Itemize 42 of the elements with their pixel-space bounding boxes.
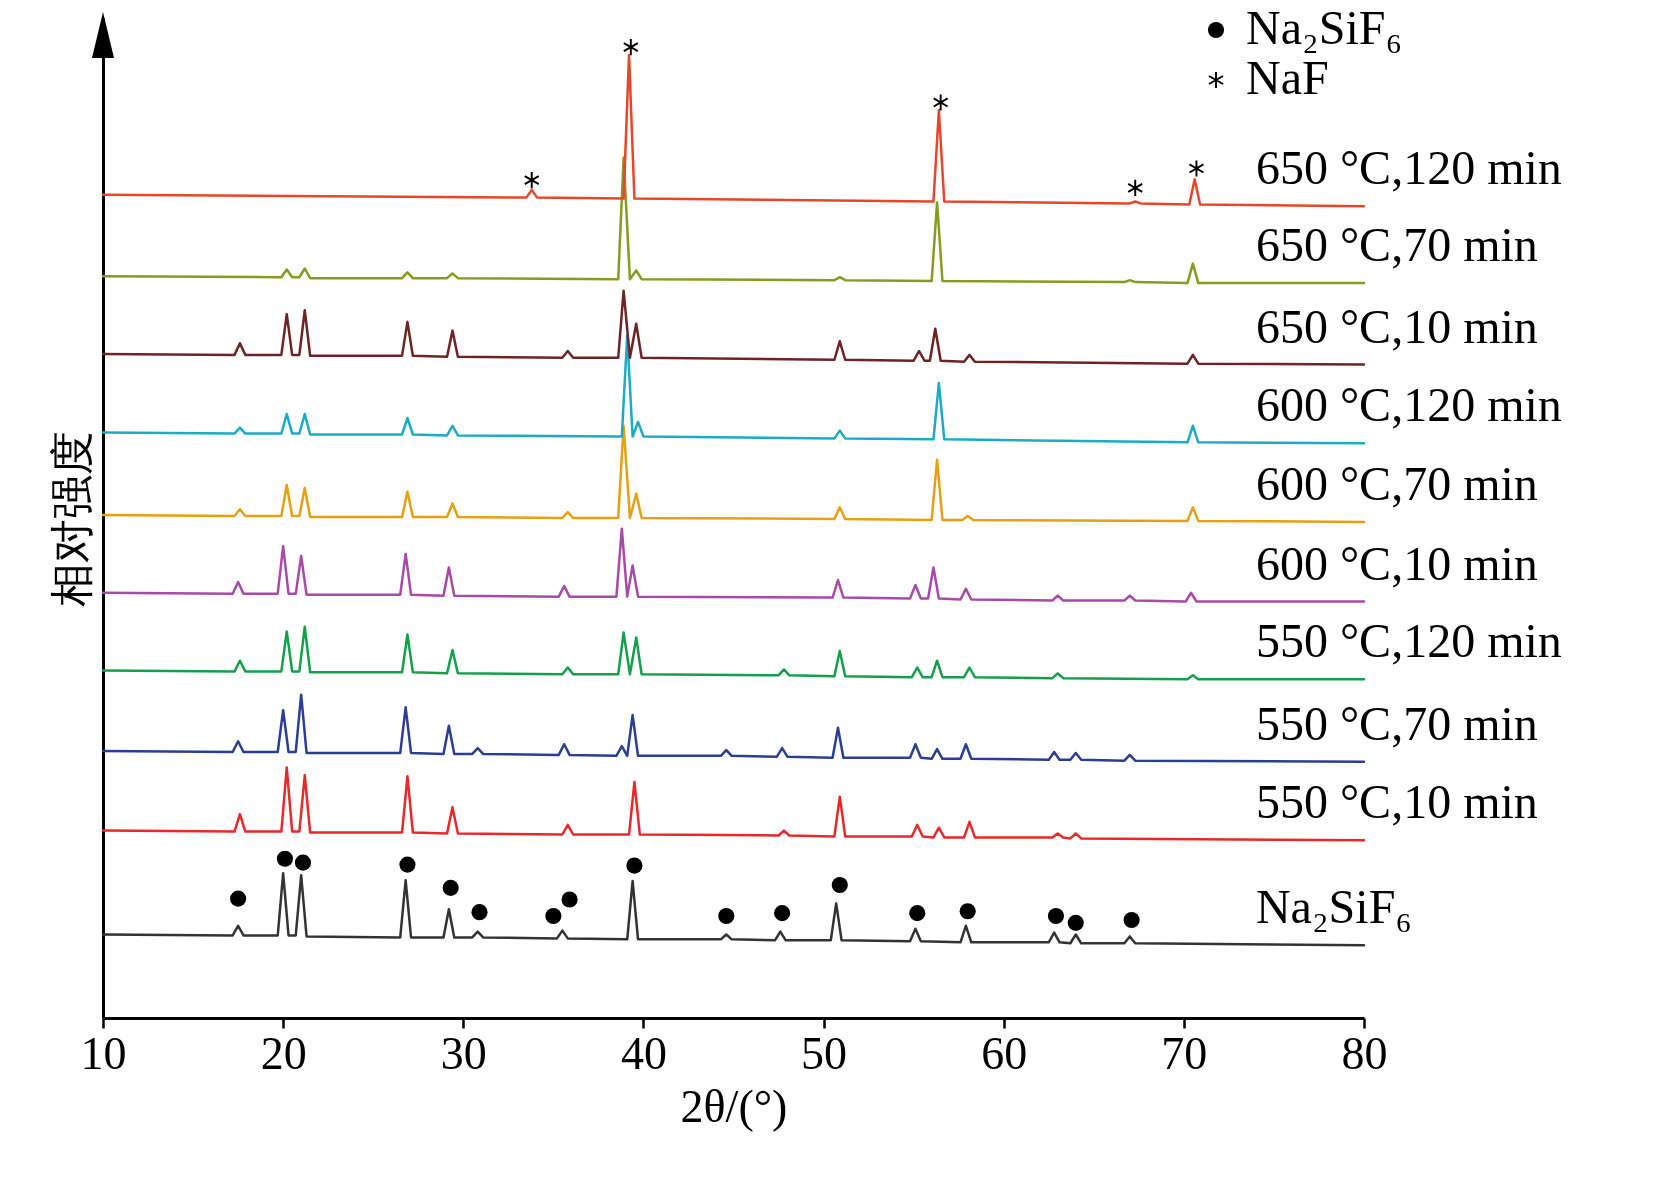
point	[1047, 908, 1065, 925]
series-label: 550 °C,120 min	[1255, 614, 1562, 668]
point	[959, 903, 976, 920]
series-label: Na₂SiF₆	[1255, 880, 1413, 934]
x-tick-label: 60	[981, 1027, 1028, 1079]
series-label: 650 °C,70 min	[1255, 218, 1538, 272]
x-tick-label: 40	[620, 1027, 667, 1079]
point	[471, 904, 488, 921]
series-label: 650 °C,120 min	[1255, 141, 1562, 195]
point	[1127, 179, 1143, 196]
point	[276, 850, 294, 867]
series-label: 650 °C,10 min	[1255, 299, 1538, 353]
point	[718, 908, 735, 925]
series-label: 550 °C,10 min	[1255, 775, 1538, 829]
point	[524, 172, 540, 189]
x-tick-label: 50	[801, 1027, 848, 1079]
x-tick-label: 80	[1341, 1027, 1388, 1079]
x-tick-label: 70	[1161, 1027, 1208, 1079]
x-tick-label: 20	[260, 1027, 307, 1079]
point	[561, 891, 578, 908]
point	[1123, 911, 1140, 928]
legend-label: Na₂SiF₆	[1246, 1, 1403, 54]
point	[909, 905, 926, 922]
point	[399, 856, 416, 873]
series-label: 600 °C,10 min	[1255, 536, 1538, 590]
series-label: 550 °C,70 min	[1255, 696, 1538, 750]
point	[831, 876, 848, 894]
point	[545, 908, 562, 925]
point	[442, 879, 459, 896]
series-label: 600 °C,120 min	[1255, 378, 1562, 432]
x-tick-label: 30	[440, 1027, 487, 1079]
x-tick-label: 10	[80, 1027, 127, 1079]
point	[623, 39, 639, 56]
point	[294, 854, 312, 871]
point	[230, 890, 247, 907]
point	[626, 857, 643, 874]
point	[1067, 914, 1084, 931]
x-axis-title: 2θ/(°)	[680, 1080, 788, 1132]
point	[774, 905, 791, 922]
point	[933, 94, 949, 111]
y-axis-title: 相对强度	[45, 430, 97, 607]
series-label: 600 °C,70 min	[1255, 456, 1538, 510]
